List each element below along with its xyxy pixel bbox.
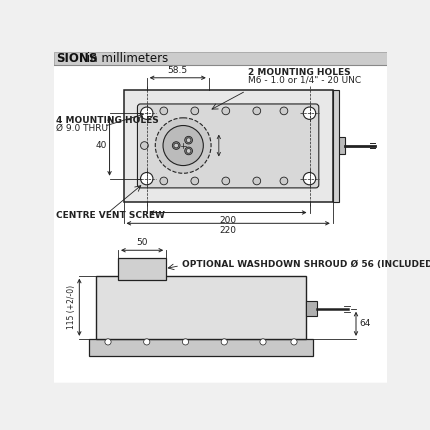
Text: OPTIONAL WASHDOWN SHROUD Ø 56 (INCLUDED): OPTIONAL WASHDOWN SHROUD Ø 56 (INCLUDED) (181, 260, 430, 269)
Bar (333, 137, 345, 154)
Text: in millimeters: in millimeters (83, 52, 169, 65)
Bar (96, 276, 306, 339)
Circle shape (191, 107, 199, 115)
Circle shape (185, 147, 193, 155)
Circle shape (186, 149, 191, 153)
Text: 115 (+2/-0): 115 (+2/-0) (67, 285, 76, 329)
Circle shape (174, 143, 178, 148)
Text: 58.5: 58.5 (168, 66, 188, 75)
Text: 50: 50 (136, 238, 148, 247)
Text: 2 MOUNTING HOLES: 2 MOUNTING HOLES (248, 68, 350, 77)
Circle shape (105, 339, 111, 345)
Text: Ø 9.0 THRU: Ø 9.0 THRU (56, 124, 108, 133)
Circle shape (303, 107, 316, 120)
Circle shape (253, 177, 261, 185)
Circle shape (141, 142, 148, 149)
Circle shape (253, 107, 261, 115)
Circle shape (291, 339, 297, 345)
Circle shape (222, 177, 230, 185)
Text: SIONS: SIONS (56, 52, 98, 65)
Circle shape (303, 172, 316, 185)
Text: 40: 40 (95, 141, 107, 150)
Circle shape (141, 107, 153, 120)
Circle shape (144, 339, 150, 345)
Circle shape (221, 339, 227, 345)
Circle shape (186, 138, 191, 142)
Circle shape (172, 142, 180, 149)
Circle shape (163, 126, 203, 166)
Bar (54, 52, 387, 65)
FancyBboxPatch shape (138, 104, 319, 188)
Bar (54, 243, 387, 383)
Bar (89, 339, 313, 356)
Bar (54, 65, 387, 258)
Circle shape (141, 172, 153, 185)
Text: 4 MOUNTING HOLES: 4 MOUNTING HOLES (56, 117, 159, 126)
Circle shape (182, 339, 189, 345)
Circle shape (185, 136, 193, 144)
Text: 220: 220 (220, 226, 237, 235)
Text: M6 - 1.0 or 1/4" - 20 UNC: M6 - 1.0 or 1/4" - 20 UNC (248, 76, 361, 85)
Circle shape (280, 177, 288, 185)
Bar (118, 258, 166, 280)
Circle shape (160, 177, 168, 185)
Circle shape (160, 107, 168, 115)
Text: 64: 64 (359, 319, 371, 328)
Text: 200: 200 (220, 215, 237, 224)
Circle shape (191, 177, 199, 185)
Circle shape (260, 339, 266, 345)
Circle shape (222, 107, 230, 115)
Bar (123, 90, 333, 202)
Circle shape (280, 107, 288, 115)
Bar (333, 90, 339, 202)
Text: CENTRE VENT SCREW: CENTRE VENT SCREW (56, 211, 165, 220)
Bar (306, 301, 317, 316)
Circle shape (155, 118, 211, 173)
